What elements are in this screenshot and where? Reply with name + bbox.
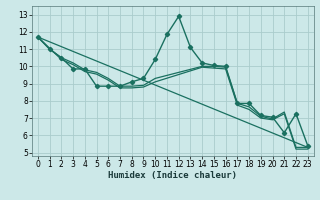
X-axis label: Humidex (Indice chaleur): Humidex (Indice chaleur) (108, 171, 237, 180)
